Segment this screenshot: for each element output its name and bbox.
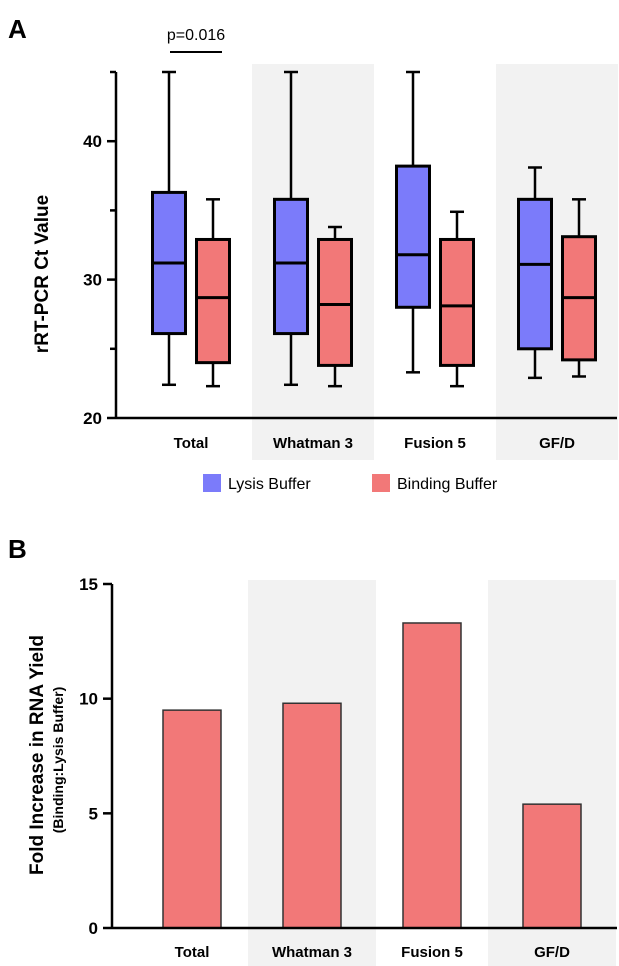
panel-a-y-axis-title: rRT-PCR Ct Value	[32, 195, 53, 353]
bar-gf-d	[522, 803, 582, 929]
legend-swatch-lysis	[203, 474, 221, 492]
box-binding-buffer-whatman-3	[317, 225, 353, 388]
box-binding-buffer-fusion-5	[439, 210, 475, 388]
y-tick-label: 30	[83, 271, 102, 290]
legend-swatch-binding	[372, 474, 390, 492]
panel-a-boxes	[151, 70, 597, 388]
box-lysis-buffer-total	[151, 70, 187, 387]
panel-a-letter: A	[8, 14, 27, 44]
panel-b-bars	[162, 622, 582, 929]
panel-b-axes: 0 5 10 15 Total Whatman 3 Fusion 5 GF/D	[79, 575, 617, 961]
panel-b-letter: B	[8, 534, 27, 564]
panel-a-category-shading	[252, 64, 618, 460]
x-category-label-gf-d: GF/D	[534, 944, 570, 961]
panel-b-y-axis-subtitle: (Binding:Lysis Buffer)	[50, 687, 66, 833]
panel-b-y-axis-title: Fold Increase in RNA Yield	[27, 635, 48, 875]
x-category-label-gf-d: GF/D	[539, 435, 575, 452]
box-iqr	[395, 164, 431, 309]
box-iqr	[273, 197, 309, 336]
bar-total	[162, 709, 222, 929]
x-category-label-total: Total	[174, 435, 209, 452]
panel-b-bar-chart: B 0 5 10 15 Total Whatman 3 Fusion 5 GF/D Fold …	[8, 534, 617, 966]
x-category-label-fusion-5: Fusion 5	[401, 944, 463, 961]
x-category-label-whatman-3: Whatman 3	[272, 944, 352, 961]
bar-whatman-3	[282, 702, 342, 929]
box-lysis-buffer-gf-d	[517, 166, 553, 380]
y-tick-label: 40	[83, 132, 102, 151]
p-value-label: p=0.016	[167, 27, 225, 44]
legend: Lysis Buffer Binding Buffer	[203, 474, 498, 493]
y-tick-label: 0	[89, 919, 98, 938]
x-category-label-total: Total	[175, 944, 210, 961]
box-iqr	[195, 237, 231, 365]
box-lysis-buffer-fusion-5	[395, 70, 431, 374]
bar-fusion-5	[402, 622, 462, 929]
y-tick-label: 15	[79, 575, 98, 594]
box-lysis-buffer-whatman-3	[273, 70, 309, 387]
panel-a-box-chart: A 20 30 40 Total Whatman 3 Fusion 5 GF/D rRT-P…	[8, 14, 618, 493]
y-tick-label: 10	[79, 690, 98, 709]
box-binding-buffer-gf-d	[561, 198, 597, 378]
panel-a-axes: 20 30 40 Total Whatman 3 Fusion 5 GF/D	[83, 70, 617, 452]
legend-label-binding: Binding Buffer	[397, 476, 498, 493]
y-tick-label: 5	[89, 804, 98, 823]
shade-whatman-3	[252, 64, 374, 460]
x-category-label-fusion-5: Fusion 5	[404, 435, 466, 452]
p-value-annotation: p=0.016	[167, 27, 225, 53]
legend-label-lysis: Lysis Buffer	[228, 476, 311, 493]
box-iqr	[439, 237, 475, 367]
x-category-label-whatman-3: Whatman 3	[273, 435, 353, 452]
box-iqr	[517, 197, 553, 351]
y-tick-label: 20	[83, 409, 102, 428]
box-binding-buffer-total	[195, 198, 231, 388]
shade-gf-d	[496, 64, 618, 460]
box-iqr	[317, 237, 353, 367]
